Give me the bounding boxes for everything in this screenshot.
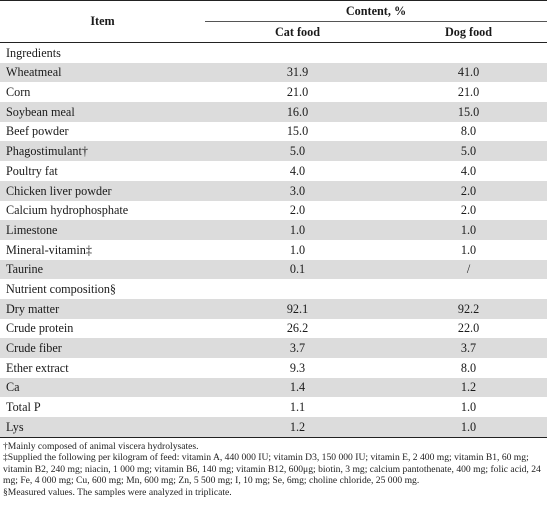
- row-dog-food-value: 4.0: [460, 163, 477, 178]
- header-item: Item: [0, 0, 205, 43]
- table-row: Dry matter 92.1 92.2: [0, 298, 547, 319]
- row-item-label: Ingredients: [6, 45, 61, 60]
- diet-composition-table-container: Item Content, % Cat food Dog food Ingred…: [0, 0, 547, 498]
- row-dog-food-value: 41.0: [390, 62, 547, 83]
- table-row: Calcium hydrophosphate 2.0 2.0: [0, 201, 547, 221]
- row-item-label: Dry matter: [0, 298, 205, 319]
- header-content: Content, %: [205, 0, 547, 22]
- table-row: Nutrient composition§: [0, 279, 547, 299]
- row-cat-food-value: 16.0: [205, 102, 390, 122]
- row-cat-food-value: 21.0: [286, 85, 309, 100]
- row-dog-food-value: /: [390, 259, 547, 280]
- row-dog-food-value: 5.0: [390, 141, 547, 162]
- row-dog-food-value: 2.0: [390, 180, 547, 201]
- row-cat-food-value: 3.7: [205, 338, 390, 358]
- table-row: Mineral-vitamin‡ 1.0 1.0: [0, 240, 547, 260]
- footnote-section: §Measured values. The samples were analy…: [3, 486, 232, 498]
- row-item-label: Crude protein: [6, 321, 74, 336]
- row-cat-food-value: 26.2: [286, 321, 309, 336]
- row-dog-food-value: 8.0: [460, 124, 477, 139]
- row-cat-food-value: 1.1: [289, 400, 306, 415]
- table-row: Ingredients: [0, 43, 547, 63]
- table-row: Corn 21.0 21.0: [0, 82, 547, 102]
- row-cat-food-value: 9.3: [289, 360, 306, 375]
- row-item-label: Corn: [6, 85, 31, 100]
- diet-composition-table: Item Content, % Cat food Dog food Ingred…: [0, 0, 547, 438]
- row-cat-food-value: [205, 43, 390, 63]
- row-cat-food-value: 2.0: [289, 203, 306, 218]
- row-cat-food-value: 92.1: [205, 298, 390, 319]
- table-footnotes: †Mainly composed of animal viscera hydro…: [3, 441, 543, 498]
- row-dog-food-value: 1.0: [390, 417, 547, 438]
- row-dog-food-value: 15.0: [390, 102, 547, 122]
- row-dog-food-value: [390, 43, 547, 63]
- row-cat-food-value: 31.9: [205, 62, 390, 83]
- row-item-label: Lys: [0, 417, 205, 438]
- table-row: Poultry fat 4.0 4.0: [0, 161, 547, 181]
- row-dog-food-value: 92.2: [390, 298, 547, 319]
- row-dog-food-value: [390, 279, 547, 299]
- row-item-label: Nutrient composition§: [6, 281, 117, 296]
- table-row: Chicken liver powder 3.0 2.0: [0, 180, 547, 201]
- table-row: Taurine 0.1/: [0, 259, 547, 280]
- row-item-label: Beef powder: [6, 124, 69, 139]
- table-subheader-row: Cat food Dog food: [0, 21, 547, 43]
- row-dog-food-value: 3.7: [390, 338, 547, 358]
- row-cat-food-value: 0.1: [205, 259, 390, 280]
- table-body: Ingredients Wheatmeal 31.9 41.0 Corn 21.0 21.0…: [0, 43, 547, 438]
- table-row: Phagostimulant† 5.0 5.0: [0, 141, 547, 162]
- row-cat-food-value: [205, 279, 390, 299]
- row-item-label: Mineral-vitamin‡: [6, 242, 92, 257]
- row-dog-food-value: 1.0: [460, 242, 477, 257]
- row-item-label: Total P: [6, 400, 41, 415]
- row-dog-food-value: 22.0: [457, 321, 480, 336]
- table-row: Crude fiber 3.7 3.7: [0, 338, 547, 358]
- table-row: Limestone 1.0 1.0: [0, 220, 547, 240]
- row-dog-food-value: 2.0: [460, 203, 477, 218]
- row-cat-food-value: 1.0: [289, 242, 306, 257]
- row-dog-food-value: 21.0: [457, 85, 480, 100]
- table-row: Ca 1.4 1.2: [0, 377, 547, 398]
- footnote-double-dagger: ‡Supplied the following per kilogram of …: [3, 452, 541, 487]
- row-cat-food-value: 1.2: [205, 417, 390, 438]
- row-dog-food-value: 1.0: [390, 220, 547, 240]
- table-row: Crude protein 26.2 22.0: [0, 319, 547, 339]
- table-row: Soybean meal 16.0 15.0: [0, 102, 547, 122]
- table-row: Total P 1.1 1.0: [0, 397, 547, 417]
- row-cat-food-value: 1.0: [205, 220, 390, 240]
- row-item-label: Poultry fat: [6, 163, 58, 178]
- row-cat-food-value: 4.0: [289, 163, 306, 178]
- row-item-label: Phagostimulant†: [0, 141, 205, 162]
- header-cat-food: Cat food: [205, 21, 390, 43]
- table-row: Wheatmeal 31.9 41.0: [0, 62, 547, 83]
- table-header-row: Item Content, %: [0, 0, 547, 43]
- table-row: Ether extract 9.3 8.0: [0, 358, 547, 378]
- row-item-label: Ca: [0, 377, 205, 398]
- footnote-dagger: †Mainly composed of animal viscera hydro…: [3, 441, 199, 452]
- row-item-label: Limestone: [0, 220, 205, 240]
- row-dog-food-value: 8.0: [460, 360, 477, 375]
- row-dog-food-value: 1.2: [390, 377, 547, 398]
- row-item-label: Chicken liver powder: [0, 180, 205, 201]
- row-cat-food-value: 15.0: [286, 124, 309, 139]
- row-item-label: Crude fiber: [0, 338, 205, 358]
- row-cat-food-value: 1.4: [205, 377, 390, 398]
- header-dog-food: Dog food: [390, 21, 547, 43]
- row-dog-food-value: 1.0: [460, 400, 477, 415]
- row-cat-food-value: 5.0: [205, 141, 390, 162]
- row-item-label: Calcium hydrophosphate: [6, 203, 129, 218]
- row-item-label: Wheatmeal: [0, 62, 205, 83]
- row-item-label: Soybean meal: [0, 102, 205, 122]
- row-item-label: Ether extract: [6, 360, 69, 375]
- table-row: Beef powder 15.0 8.0: [0, 122, 547, 142]
- row-cat-food-value: 3.0: [205, 180, 390, 201]
- row-item-label: Taurine: [0, 259, 205, 280]
- table-row: Lys 1.2 1.0: [0, 417, 547, 438]
